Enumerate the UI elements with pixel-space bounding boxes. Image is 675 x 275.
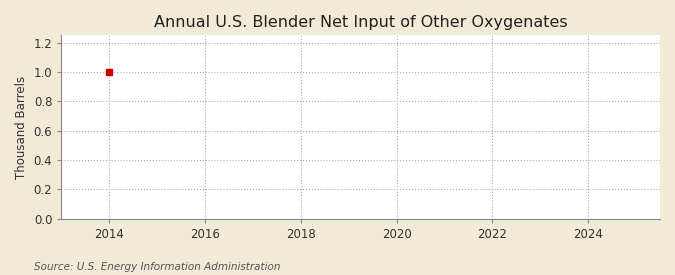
Y-axis label: Thousand Barrels: Thousand Barrels [15,75,28,178]
Title: Annual U.S. Blender Net Input of Other Oxygenates: Annual U.S. Blender Net Input of Other O… [154,15,568,30]
Text: Source: U.S. Energy Information Administration: Source: U.S. Energy Information Administ… [34,262,280,272]
